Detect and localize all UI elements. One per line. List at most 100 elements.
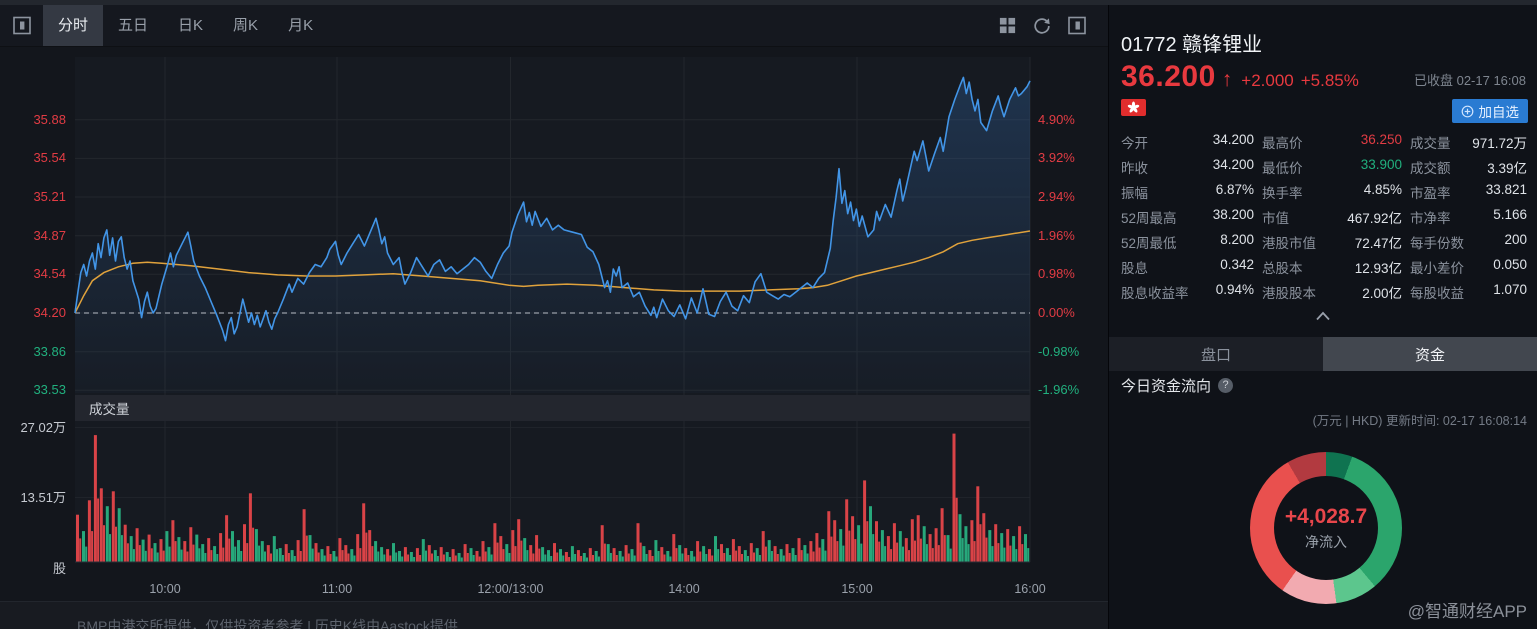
fund-flow-update-time: (万元 | HKD) 更新时间: 02-17 16:08:14 (1312, 414, 1527, 428)
window-top-strip (0, 0, 1537, 5)
plus-circle-icon (1461, 105, 1473, 117)
stock-title: 01772 赣锋锂业 (1121, 34, 1263, 56)
fund-flow-header: 今日资金流向 ? (1121, 372, 1234, 398)
add-watchlist-label: 加自选 (1478, 105, 1520, 120)
stat-label: 每股收益 (1410, 285, 1464, 301)
collapse-stats-button[interactable] (1109, 304, 1537, 328)
tab-period-4[interactable]: 月K (288, 17, 314, 34)
donut-center-label: +4,028.7 净流入 (1250, 452, 1402, 604)
stat-value: 33.821 (1485, 181, 1527, 197)
stats-row: 昨收 34.200 最低价 33.900 成交额 3.39亿 (1121, 154, 1527, 179)
price-change-percent: +5.85% (1300, 71, 1359, 90)
disclaimer-text: BMP由港交所提供，仅供投资者参考 | 历史K线由Aastock提供 (77, 618, 458, 629)
volume-pane-title: 成交量 (89, 402, 130, 417)
stats-row: 股息 0.342 总股本 12.93亿 最小差价 0.050 (1121, 254, 1527, 279)
stat-value: 467.92亿 (1347, 210, 1402, 226)
add-watchlist-button[interactable]: 加自选 (1451, 99, 1528, 123)
stat-value: 0.94% (1215, 281, 1254, 297)
intraday-chart-plot[interactable] (0, 0, 1108, 629)
stat-value: 12.93亿 (1354, 260, 1402, 276)
stats-row: 今开 34.200 最高价 36.250 成交量 971.72万 (1121, 129, 1527, 154)
stat-value: 0.050 (1493, 256, 1527, 272)
avg-price-line (74, 230, 1031, 314)
stat-value: 5.166 (1493, 206, 1527, 222)
stat-value: 1.070 (1493, 281, 1527, 297)
stock-stats-table: 今开 34.200 最高价 36.250 成交量 971.72万昨收 34.200 最低价 33… (1121, 129, 1527, 304)
stat-value: 8.200 (1220, 231, 1254, 247)
stat-value: 3.39亿 (1487, 160, 1527, 176)
period-tabs: 分时 五日 日K 周K 月K (43, 5, 328, 46)
grid-layout-icon[interactable] (994, 13, 1020, 39)
current-price: 36.200 (1121, 60, 1216, 93)
stat-label: 52周最低 (1121, 235, 1177, 251)
stat-label: 成交额 (1410, 160, 1451, 176)
stat-label: 每手份数 (1410, 235, 1464, 251)
net-inflow-value: +4,028.7 (1284, 504, 1368, 528)
price-change: +2.000 (1241, 71, 1294, 90)
stat-value: 34.200 (1212, 131, 1254, 147)
stat-label: 振幅 (1121, 185, 1148, 201)
volume-pane-header: 成交量 (75, 395, 1030, 421)
toggle-right-panel-icon[interactable] (1064, 13, 1090, 39)
stat-label: 市值 (1262, 210, 1289, 226)
stat-value: 4.85% (1363, 181, 1402, 197)
stat-value: 34.200 (1212, 156, 1254, 172)
stat-label: 成交量 (1410, 135, 1451, 151)
collapse-left-panel-icon[interactable] (9, 13, 35, 39)
stats-row: 股息收益率 0.94% 港股股本 2.00亿 每股收益 1.070 (1121, 279, 1527, 304)
stat-label: 总股本 (1262, 260, 1303, 276)
price-area-fill (75, 77, 1030, 394)
tab-period-3[interactable]: 周K (233, 17, 259, 34)
stat-label: 昨收 (1121, 160, 1148, 176)
stat-label: 今开 (1121, 135, 1148, 151)
refresh-icon[interactable] (1029, 13, 1055, 39)
fund-flow-title: 今日资金流向 (1121, 377, 1212, 395)
stat-label: 换手率 (1262, 185, 1303, 201)
help-icon[interactable]: ? (1218, 377, 1234, 393)
stat-label: 最小差价 (1410, 260, 1464, 276)
stat-value: 72.47亿 (1354, 235, 1402, 251)
disclaimer-bar: BMP由港交所提供，仅供投资者参考 | 历史K线由Aastock提供 (0, 601, 1108, 629)
stat-label: 港股市值 (1262, 235, 1316, 251)
price-line (74, 76, 1031, 342)
tab-period-0[interactable]: 分时 (43, 5, 104, 46)
stock-info-panel: 01772 赣锋锂业 36.200 ↑ +2.000 +5.85% 已收盘 02-17… (1108, 0, 1537, 629)
tab-fund-flow[interactable]: 资金 (1323, 337, 1537, 371)
tab-order-book[interactable]: 盘口 (1200, 346, 1231, 364)
stat-label: 最低价 (1262, 160, 1303, 176)
stat-value: 6.87% (1215, 181, 1254, 197)
stat-label: 最高价 (1262, 135, 1303, 151)
watermark: @智通财经APP (1407, 602, 1527, 621)
net-inflow-label: 净流入 (1305, 533, 1347, 550)
stat-label: 股息 (1121, 260, 1148, 276)
hk-market-flag-icon (1121, 99, 1146, 121)
stat-value: 200 (1504, 231, 1527, 247)
donut-hole (1274, 476, 1378, 580)
stat-value: 36.250 (1360, 131, 1402, 147)
stat-label: 市净率 (1410, 210, 1451, 226)
stats-row: 振幅 6.87% 换手率 4.85% 市盈率 33.821 (1121, 179, 1527, 204)
stat-label: 市盈率 (1410, 185, 1451, 201)
info-tabs: 盘口 资金 (1109, 337, 1537, 371)
chart-toolbar: 分时 五日 日K 周K 月K (0, 5, 1108, 47)
price-up-arrow-icon: ↑ (1221, 68, 1233, 91)
tab-period-2[interactable]: 日K (178, 17, 204, 34)
stat-value: 33.900 (1360, 156, 1402, 172)
tab-period-1[interactable]: 五日 (118, 17, 149, 34)
stats-row: 52周最低 8.200 港股市值 72.47亿 每手份数 200 (1121, 229, 1527, 254)
chevron-up-icon (1316, 311, 1330, 321)
stat-value: 0.342 (1220, 256, 1254, 272)
price-row: 36.200 ↑ +2.000 +5.85% 已收盘 02-17 16:08 (1121, 60, 1528, 94)
stat-value: 2.00亿 (1362, 285, 1402, 301)
chart-panel: 分时 五日 日K 周K 月K 35.88 35.54 35.21 34.87 34.54 34.2… (0, 0, 1108, 629)
stat-label: 股息收益率 (1121, 285, 1189, 301)
stat-label: 52周最高 (1121, 210, 1177, 226)
market-status: 已收盘 02-17 16:08 (1413, 73, 1526, 88)
fund-flow-donut-chart: +4,028.7 净流入 (1250, 452, 1402, 604)
stat-label: 港股股本 (1262, 285, 1316, 301)
market-row: 加自选 (1121, 99, 1528, 124)
stats-row: 52周最高 38.200 市值 467.92亿 市净率 5.166 (1121, 204, 1527, 229)
stat-value: 971.72万 (1472, 135, 1527, 151)
stat-value: 38.200 (1212, 206, 1254, 222)
